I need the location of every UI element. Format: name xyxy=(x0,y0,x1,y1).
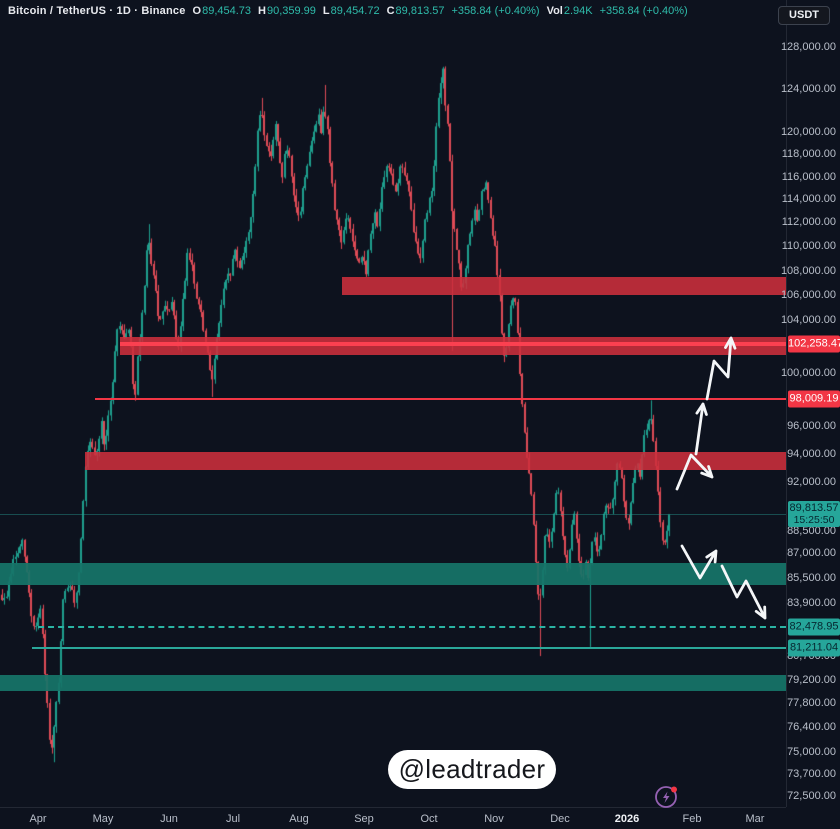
price-axis-label: 100,000.00 xyxy=(780,367,836,379)
price-axis-label: 118,000.00 xyxy=(781,148,836,160)
price-axis-label: 73,700.00 xyxy=(787,768,836,780)
time-axis-label: 2026 xyxy=(614,813,640,825)
supply-zone-106k[interactable] xyxy=(342,277,786,295)
price-axis-label: 87,000.00 xyxy=(787,547,836,559)
time-axis-label: Sep xyxy=(354,813,374,825)
price-level-badge: 98,009.19 xyxy=(788,390,840,408)
price-axis-label: 112,000.00 xyxy=(781,216,836,228)
time-axis-label: Oct xyxy=(420,813,438,825)
demand-zone-85k[interactable] xyxy=(0,563,786,585)
price-axis-label: 106,000.00 xyxy=(780,289,836,301)
price-axis-label: 76,400.00 xyxy=(787,721,836,733)
price-axis-label: 110,000.00 xyxy=(781,240,836,252)
level-82478[interactable] xyxy=(38,626,786,628)
volume-change-value: +358.84 (+0.40%) xyxy=(599,5,688,17)
price-axis-label: 85,500.00 xyxy=(787,572,836,584)
time-axis-label: Feb xyxy=(682,813,702,825)
watermark-pill: @leadtrader xyxy=(388,750,556,789)
high-label: H xyxy=(258,5,266,17)
high-value: 90,359.99 xyxy=(266,5,316,17)
price-axis-label: 72,500.00 xyxy=(787,790,836,802)
price-axis-label: 108,000.00 xyxy=(780,265,836,277)
close-label: C xyxy=(386,5,395,17)
currency-toggle-button[interactable]: USDT xyxy=(778,6,830,25)
current-price-countdown: 15:25:50 xyxy=(793,514,835,526)
level-102258[interactable] xyxy=(120,342,786,346)
price-axis-label: 77,800.00 xyxy=(787,697,836,709)
current-price-line[interactable] xyxy=(0,513,786,515)
time-axis-label: Jun xyxy=(160,813,178,825)
time-axis[interactable]: Apr May Jun Jul Aug Sep Oct Nov Dec 2026 Feb Mar xyxy=(0,807,786,829)
lightning-fab-button[interactable] xyxy=(651,782,681,812)
price-axis-label: 88,500.00 xyxy=(787,525,836,537)
notification-dot xyxy=(671,786,677,793)
price-axis-label: 124,000.00 xyxy=(780,83,836,95)
price-axis-label: 92,000.00 xyxy=(787,476,836,488)
open-label: O xyxy=(192,5,202,17)
volume-value: 2.94K xyxy=(563,5,593,17)
time-axis-label: Aug xyxy=(289,813,309,825)
supply-zone-94k[interactable] xyxy=(85,452,786,470)
time-axis-label: Jul xyxy=(225,813,241,825)
demand-zone-79k[interactable] xyxy=(0,675,786,691)
time-axis-label: Apr xyxy=(29,813,47,825)
price-axis-label: 83,900.00 xyxy=(787,597,836,609)
price-level-badge: 82,478.95 xyxy=(788,618,840,636)
supply-zone-102k[interactable] xyxy=(120,337,786,355)
volume-label: Vol xyxy=(546,5,563,17)
price-level-badge: 81,211.04 xyxy=(788,639,840,657)
price-axis-label: 75,000.00 xyxy=(787,746,836,758)
low-label: L xyxy=(322,5,330,17)
price-axis-label: 120,000.00 xyxy=(780,126,836,138)
price-axis[interactable]: 128,000.00 124,000.00 120,000.00 118,000.00… xyxy=(781,0,840,807)
price-axis-label: 128,000.00 xyxy=(780,41,836,53)
symbol-title[interactable]: Bitcoin / TetherUS · 1D · Binance xyxy=(8,5,186,17)
price-axis-label: 114,000.00 xyxy=(781,193,836,205)
change-value: +358.84 (+0.40%) xyxy=(451,5,540,17)
lightning-icon xyxy=(655,786,677,808)
time-axis-label: Nov xyxy=(484,813,504,825)
time-axis-label: Mar xyxy=(745,813,765,825)
price-axis-label: 104,000.00 xyxy=(780,314,836,326)
time-axis-label: Dec xyxy=(550,813,570,825)
price-axis-label: 116,000.00 xyxy=(781,171,836,183)
close-value: 89,813.57 xyxy=(395,5,445,17)
price-axis-label: 96,000.00 xyxy=(787,420,836,432)
time-axis-label: May xyxy=(92,813,114,825)
low-value: 89,454.72 xyxy=(330,5,380,17)
current-price-value: 89,813.57 xyxy=(789,502,839,514)
level-81211[interactable] xyxy=(32,647,786,649)
current-price-badge: 89,813.57 15:25:50 xyxy=(788,501,840,527)
price-level-badge: 102,258.47 xyxy=(788,335,840,353)
watermark-text: @leadtrader xyxy=(398,754,546,784)
level-98009[interactable] xyxy=(95,398,786,400)
price-axis-label: 94,000.00 xyxy=(787,448,836,460)
symbol-header[interactable]: Bitcoin / TetherUS · 1D · Binance O 89,45… xyxy=(8,5,688,17)
price-axis-label: 79,200.00 xyxy=(787,674,836,686)
open-value: 89,454.73 xyxy=(202,5,252,17)
candlestick-chart-pane[interactable] xyxy=(0,0,786,807)
